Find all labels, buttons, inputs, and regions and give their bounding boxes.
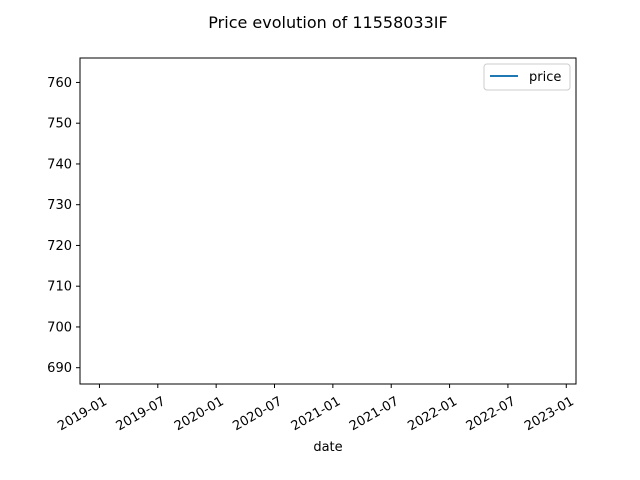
x-tick-label: 2021-07 — [347, 394, 402, 434]
x-tick-label: 2022-07 — [464, 394, 519, 434]
legend-label-price: price — [529, 70, 561, 85]
y-tick-label: 750 — [47, 117, 72, 132]
chart-title: Price evolution of 11558033IF — [208, 13, 447, 32]
plot-area — [79, 57, 577, 385]
x-tick-label: 2020-01 — [172, 394, 227, 434]
y-axis: 690 700 710 720 730 740 750 760 — [47, 76, 80, 376]
y-tick-label: 700 — [47, 320, 72, 335]
legend: price — [483, 63, 571, 91]
x-tick-label: 2019-07 — [114, 394, 169, 434]
x-tick-label: 2021-01 — [289, 394, 344, 434]
y-tick-label: 710 — [47, 280, 72, 295]
x-tick-label: 2020-07 — [230, 394, 285, 434]
x-tick-label: 2019-01 — [55, 394, 110, 434]
y-tick-label: 740 — [47, 157, 72, 172]
x-axis: 2019-01 2019-07 2020-01 2020-07 2021-01 2021-… — [55, 384, 577, 434]
x-tick-label: 2023-01 — [522, 394, 577, 434]
y-tick-label: 760 — [47, 76, 72, 91]
x-tick-label: 2022-01 — [405, 394, 460, 434]
y-tick-label: 720 — [47, 239, 72, 254]
legend-box — [483, 63, 571, 91]
y-tick-label: 730 — [47, 198, 72, 213]
x-axis-label: date — [313, 440, 342, 455]
y-tick-label: 690 — [47, 361, 72, 376]
